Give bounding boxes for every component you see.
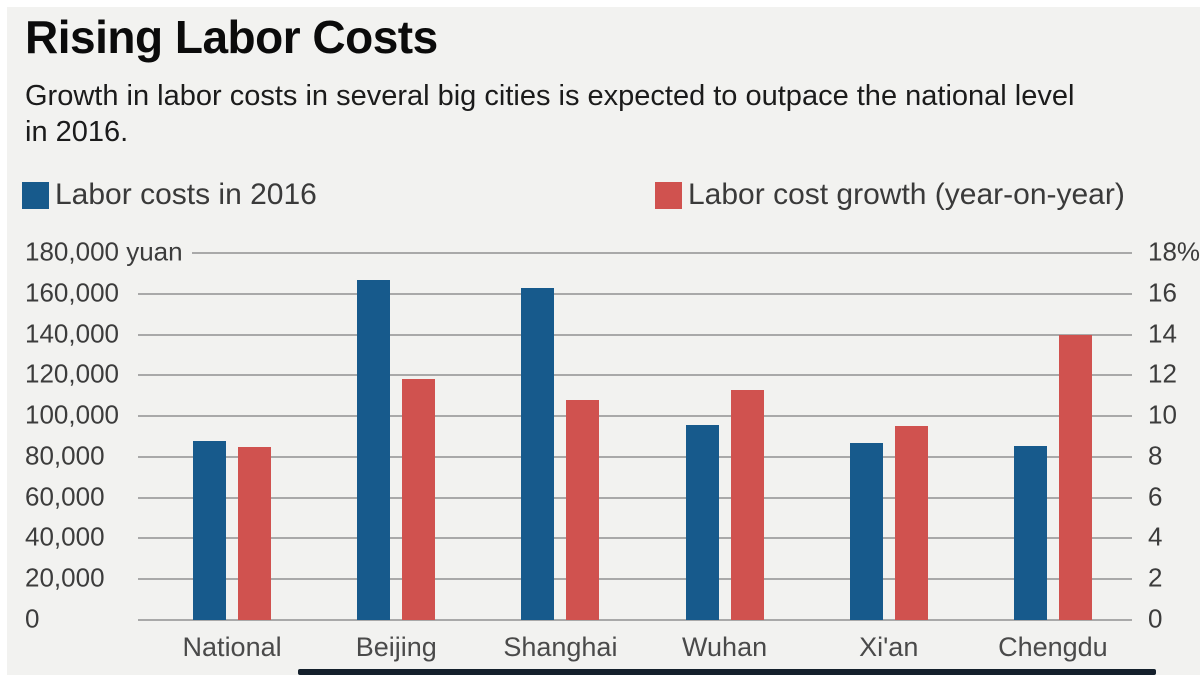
gridline	[138, 333, 1132, 336]
right-axis-tick: 0	[1142, 603, 1163, 635]
right-axis-tick: 6	[1142, 480, 1163, 512]
labor-cost-bar-wuhan	[685, 425, 719, 620]
left-axis-tick: 20,000	[25, 562, 114, 594]
labor-cost-bar-shanghai	[521, 287, 555, 620]
right-axis-tick: 16	[1142, 277, 1177, 309]
gridline	[138, 619, 1132, 621]
growth-bar-wuhan	[730, 389, 764, 620]
left-axis-tick: 80,000	[25, 440, 114, 472]
labor-cost-bar-xian	[849, 442, 883, 620]
category-label-wuhan: Wuhan	[682, 632, 768, 662]
right-axis-tick: 18%	[1142, 236, 1200, 268]
right-axis-tick: 12	[1142, 358, 1177, 390]
category-label-national: National	[182, 632, 282, 662]
legend-label-cost-growth: Labor cost growth (year-on-year)	[688, 178, 1125, 211]
dual-axis-bar-chart: 180,000 yuan 18% 160,000 16 140,000 14 120,000…	[0, 236, 1200, 675]
category-label-xian: Xi'an	[859, 632, 919, 662]
right-axis-tick: 14	[1142, 317, 1177, 349]
labor-cost-bar-beijing	[357, 279, 391, 620]
growth-bar-beijing	[402, 379, 436, 620]
growth-bar-chengdu	[1058, 334, 1092, 620]
chart-subtitle: Growth in labor costs in several big cit…	[25, 80, 1075, 149]
gridline	[138, 455, 1132, 458]
legend-item-cost-growth: Labor cost growth (year-on-year)	[655, 178, 1125, 212]
legend-item-labor-costs: Labor costs in 2016	[22, 178, 317, 212]
gridline	[138, 415, 1132, 418]
labor-cost-bar-national	[193, 440, 227, 620]
category-label-shanghai: Shanghai	[503, 632, 618, 662]
blue-square-icon	[22, 181, 49, 209]
gridline	[138, 252, 1132, 254]
gridline	[138, 496, 1132, 499]
labor-cost-bar-chengdu	[1013, 445, 1047, 620]
left-axis-tick: 40,000	[25, 521, 114, 553]
right-axis-tick: 4	[1142, 521, 1163, 553]
right-axis-tick: 8	[1142, 440, 1163, 472]
frame-edge-left	[0, 0, 7, 675]
right-axis-tick: 2	[1142, 562, 1163, 594]
left-axis-tick: 0	[25, 603, 49, 635]
category-label-beijing: Beijing	[355, 632, 437, 662]
frame-edge-top	[0, 0, 1200, 7]
red-square-icon	[655, 181, 682, 209]
right-axis-tick: 10	[1142, 399, 1177, 431]
category-label-chengdu: Chengdu	[998, 632, 1108, 662]
left-axis-tick: 140,000	[25, 317, 128, 349]
gridline	[138, 292, 1132, 295]
gridline	[138, 537, 1132, 540]
chart-title: Rising Labor Costs	[25, 11, 438, 63]
growth-bar-national	[238, 446, 272, 620]
left-axis-tick: 60,000	[25, 480, 114, 512]
left-axis-tick: 180,000 yuan	[25, 236, 192, 268]
growth-bar-shanghai	[566, 399, 600, 620]
video-progress-bar	[298, 669, 1156, 675]
left-axis-tick: 100,000	[25, 399, 128, 431]
legend-label-labor-costs: Labor costs in 2016	[55, 178, 317, 211]
gridline	[138, 578, 1132, 581]
left-axis-tick: 160,000	[25, 277, 128, 309]
left-axis-tick: 120,000	[25, 358, 128, 390]
legend: Labor costs in 2016 Labor cost growth (y…	[0, 178, 1200, 214]
gridline	[138, 374, 1132, 377]
growth-bar-xian	[894, 426, 928, 620]
